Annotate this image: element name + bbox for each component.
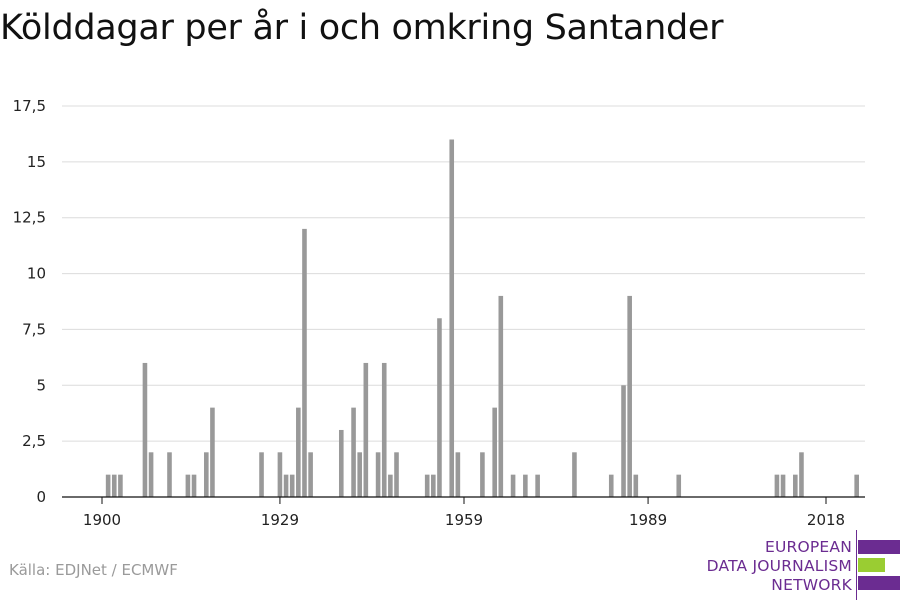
bar[interactable] [510,474,516,497]
logo-text-line3: NETWORK [771,576,852,594]
x-tick-label: 1929 [261,511,299,529]
x-tick-label: 1989 [629,511,667,529]
bar[interactable] [357,452,362,497]
logo-bar-purple-top [858,540,900,554]
y-tick-label: 10 [27,265,46,283]
source-label: Källa: EDJNet / ECMWF [9,561,178,579]
y-tick-label: 7,5 [22,320,46,338]
bar[interactable] [535,474,540,497]
bar[interactable] [381,362,387,497]
bar[interactable] [296,407,301,497]
bar[interactable] [854,474,859,497]
logo-divider [856,530,857,600]
bar[interactable] [523,474,528,497]
bar[interactable] [289,474,295,497]
bar[interactable] [793,474,798,497]
bar[interactable] [375,452,381,497]
x-tick-label: 1959 [445,511,483,529]
x-tick-label: 2018 [807,511,845,529]
bar[interactable] [191,474,197,497]
logo-bar-green [858,558,885,572]
bar[interactable] [431,474,436,497]
bar[interactable] [351,407,356,497]
y-tick-label: 12,5 [13,209,46,227]
bar[interactable] [338,429,344,497]
bar[interactable] [455,452,461,497]
bar[interactable] [449,139,455,497]
bar[interactable] [210,407,215,497]
x-axis: 1900 1929 1959 1989 2018 [62,496,865,529]
bar[interactable] [204,452,209,497]
bar[interactable] [621,385,626,497]
bar[interactable] [424,474,430,497]
gridlines [62,105,865,442]
bar[interactable] [492,407,497,497]
bar[interactable] [105,474,111,497]
bar[interactable] [118,474,123,497]
bar[interactable] [308,452,313,497]
x-tick-label: 1900 [83,511,121,529]
y-tick-label: 2,5 [22,432,46,450]
y-axis-tick-labels: 0 2,5 5 7,5 10 12,5 15 17,5 [13,97,46,506]
bar[interactable] [142,362,148,497]
bar[interactable] [302,228,307,497]
logo-bar-purple-bottom [858,576,900,590]
bar[interactable] [111,474,117,497]
y-tick-label: 15 [27,153,46,171]
chart-title: Kölddagar per år i och omkring Santander [0,8,724,48]
bar[interactable] [363,362,369,497]
bar[interactable] [799,452,804,497]
bar[interactable] [633,474,639,497]
bar[interactable] [148,452,154,497]
bar[interactable] [277,452,283,497]
logo-text-line2: DATA JOURNALISM [706,557,852,575]
bar[interactable] [676,474,682,497]
bar[interactable] [780,474,786,497]
bar[interactable] [167,452,172,497]
bar[interactable] [608,474,614,497]
y-tick-label: 5 [36,376,46,394]
bar[interactable] [627,295,632,497]
bar[interactable] [185,474,191,497]
bar[interactable] [437,318,442,497]
bars [105,139,859,497]
bar[interactable] [283,474,289,497]
bar[interactable] [394,452,399,497]
y-tick-label: 17,5 [13,97,46,115]
edjnet-logo[interactable]: EUROPEAN DATA JOURNALISM NETWORK [700,530,900,600]
bar[interactable] [572,452,577,497]
y-tick-label: 0 [36,488,46,506]
bar[interactable] [388,474,393,497]
bar[interactable] [259,452,264,497]
logo-text-line1: EUROPEAN [764,538,852,556]
bar[interactable] [774,474,780,497]
bar[interactable] [498,295,504,497]
bar[interactable] [480,452,485,497]
